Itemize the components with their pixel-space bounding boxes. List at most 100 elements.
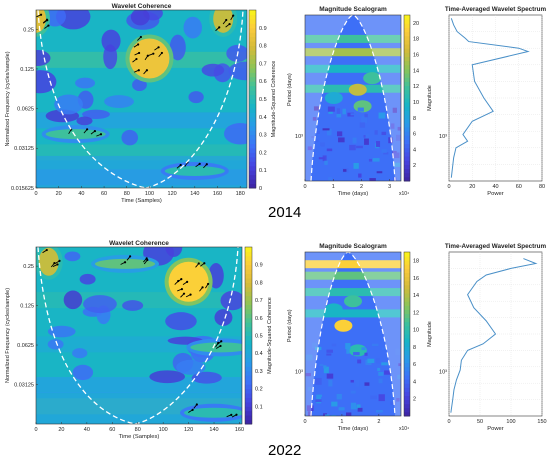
colorbar-segment [245,313,252,319]
colorbar-segment [245,286,252,292]
colorbar-tick-label: 4 [413,379,416,385]
coherence-low-blob [165,247,183,257]
colorbar-segment [404,342,410,347]
colorbar-segment [245,255,252,261]
colorbar-segment [245,384,252,390]
scalogram-speckle [326,128,332,136]
phase-arrow-head [205,163,208,166]
coherence-low-blob [224,123,247,145]
x-tick-label: 20 [469,184,475,190]
colorbar-tick-label: 12 [413,310,419,316]
scalogram-speckle [343,169,347,172]
scalogram-speckle [378,112,386,119]
colorbar-segment [404,23,410,28]
coherence-low-blob [122,300,144,311]
colorbar-segment [404,114,410,120]
scalogram-speckle [367,358,375,364]
phase-arrow-head [217,341,220,344]
coherence-low-blob [130,10,150,26]
chart-title: Wavelet Coherence [109,240,169,247]
scalogram-speckle [345,343,351,350]
scalogram-speckle [313,139,319,143]
y-tick-label: 0.0625 [17,107,34,113]
x-tick-label: 120 [168,191,177,197]
scalogram-speckle [399,343,401,350]
colorbar-segment [404,407,410,413]
coherence-low-blob [72,348,88,359]
y-tick-label: 0.25 [23,27,34,33]
scalogram-speckle [363,135,367,138]
phase-arrow-head [228,22,231,26]
x-tick-label: 140 [209,427,218,433]
scalogram-band [305,309,401,318]
colorbar-label: Magnitude [427,85,433,111]
colorbar-tick-label: 2 [413,163,416,169]
phase-arrow-head [157,46,160,49]
scalogram-speckle [350,379,354,383]
colorbar-segment [249,85,256,91]
colorbar-segment [245,251,252,257]
colorbar-segment [404,305,410,310]
colorbar-tick-label: 0.2 [255,387,263,393]
y-axis-label: Normalized Frequency (cycles/sample) [5,288,11,383]
colorbar-segment [404,89,410,95]
colorbar-segment [404,338,410,343]
scalogram-speckle [326,349,333,353]
colorbar-segment [404,252,410,257]
scalogram-speckle [353,352,360,356]
phase-arrow-head [182,292,186,295]
colorbar-segment [404,147,410,153]
coherence-map-3 [36,247,242,424]
phase-arrow-head [152,52,155,55]
colorbar-segment [404,102,410,107]
scalogram-speckle [393,162,401,167]
colorbar-segment [404,98,410,103]
colorbar-tick-label: 6 [413,132,416,138]
colorbar-segment [245,393,252,398]
colorbar-segment [249,179,256,185]
colorbar-segment [249,112,256,118]
phase-arrow-head [39,13,43,16]
x-tick-label: 0 [34,427,37,433]
scalogram-speckle [316,394,322,397]
scalogram-speckle [331,401,338,407]
scalogram-speckle [350,113,356,116]
x-tick-label: 0 [303,419,306,425]
scalogram-speckle [357,359,362,364]
coherence-low-blob [183,16,203,39]
colorbar-segment [245,282,252,288]
scalogram-speckle [376,358,380,364]
phase-arrow-head [198,162,201,165]
colorbar-segment [404,106,410,111]
scalogram-speckle [324,160,328,165]
coherence-region [95,258,156,269]
colorbar-tick-label: 8 [413,345,416,351]
colorbar-segment [404,280,410,286]
y-tick-label: 10³ [439,134,447,140]
x-tick-label: 60 [516,184,522,190]
colorbar-segment [404,160,410,165]
x-tick-label: 2 [377,419,380,425]
scalogram-speckle [397,374,401,380]
phase-arrow-head [145,69,149,72]
phase-arrow-head [145,257,148,260]
colorbar-segment [404,395,410,401]
x-axis-label: Time (days) [338,426,368,432]
scalogram-speckle [331,343,337,347]
colorbar-tick-label: 0.9 [259,26,267,32]
x-tick-label: 60 [109,427,115,433]
colorbar-segment [245,397,252,403]
coherence-low-blob [149,370,186,384]
colorbar-segment [245,264,252,270]
colorbar-tick-label: 14 [413,68,419,74]
scalogram-speckle [396,398,400,402]
colorbar-segment [249,139,256,144]
scalogram-speckle [370,395,377,400]
colorbar-tick-label: 0.4 [255,351,263,357]
colorbar-segment [249,10,256,15]
scalogram-speckle [378,371,384,376]
colorbar-segment [404,93,410,99]
scalogram-speckle [390,123,395,129]
colorbar-segment [404,276,410,282]
colorbar-tick-label: 4 [413,147,416,153]
